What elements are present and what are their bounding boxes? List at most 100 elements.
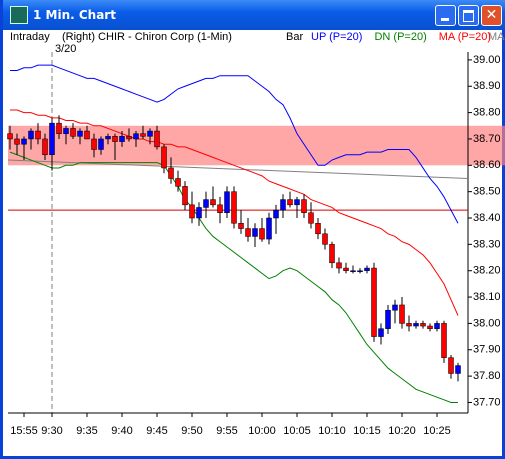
candle-body [427, 325, 433, 329]
candle-body [329, 244, 335, 264]
candle-body [252, 228, 258, 237]
candle-body [371, 267, 377, 337]
candle-body [280, 199, 286, 211]
x-tick-label: 9:50 [181, 425, 202, 437]
header-bar: Bar [286, 31, 303, 43]
candle-body [119, 136, 125, 142]
header-symbol: (Right) CHIR - Chiron Corp (1-Min) [62, 31, 232, 43]
candle-body [70, 128, 76, 137]
candle-body [322, 233, 328, 245]
candle-body [154, 130, 160, 148]
x-tick-label: 9:45 [146, 425, 167, 437]
candle-body [217, 204, 223, 213]
candle-body [35, 130, 41, 140]
candle-body [161, 146, 167, 169]
candle-body [49, 122, 55, 156]
candle-body [21, 138, 27, 145]
candle-body [105, 136, 111, 140]
candle-body [266, 217, 272, 240]
candle-body [224, 191, 230, 213]
x-tick-label: 10:15 [353, 425, 381, 437]
candle-body [189, 204, 195, 219]
candle-body [245, 228, 251, 237]
candle-body [91, 138, 97, 150]
y-tick-label: 37.80 [473, 370, 501, 382]
candle-body [364, 267, 370, 271]
indicator-line [10, 64, 459, 224]
price-zone [8, 125, 505, 166]
y-tick-label: 38.40 [473, 212, 501, 224]
window-title: 1 Min. Chart [33, 8, 116, 22]
y-tick-label: 38.60 [473, 159, 501, 171]
header-mode: Intraday [10, 31, 50, 43]
candle-body [273, 209, 279, 219]
candle-body [98, 138, 104, 150]
candle-body [455, 365, 461, 374]
candle-body [378, 328, 384, 337]
candle-body [210, 199, 216, 206]
candle-body [399, 304, 405, 324]
x-tick-label: 10:10 [318, 425, 346, 437]
close-button[interactable]: ✕ [481, 5, 502, 26]
candle-body [140, 133, 146, 137]
candle-body [392, 304, 398, 311]
candle-body [301, 199, 307, 213]
legend-entry: DN (P=20) [374, 31, 426, 43]
candle-body [42, 138, 48, 156]
y-tick-label: 38.30 [473, 238, 501, 250]
title-bar: 1 Min. Chart ✕ [3, 0, 505, 30]
candle-body [259, 228, 265, 240]
candle-body [441, 323, 447, 358]
candle-body [7, 133, 13, 140]
date-label: 3/20 [55, 43, 76, 55]
maximize-button[interactable] [458, 5, 479, 26]
candle-body [406, 323, 412, 327]
indicator-line [10, 109, 459, 316]
x-tick-label: 10:20 [388, 425, 416, 437]
candle-body [434, 323, 440, 329]
candle-body [287, 199, 293, 206]
candle-body [238, 223, 244, 229]
y-tick-label: 38.10 [473, 291, 501, 303]
y-tick-label: 38.20 [473, 265, 501, 277]
indicator-line [9, 151, 458, 403]
candle-body [336, 262, 342, 269]
y-tick-label: 37.90 [473, 344, 501, 356]
y-tick-label: 38.80 [473, 107, 501, 119]
candle-body [168, 167, 174, 179]
candle-body [77, 130, 83, 137]
x-tick-label: 15:55 [10, 425, 38, 437]
candle-body [182, 186, 188, 206]
y-tick-label: 38.70 [473, 133, 501, 145]
candle-body [28, 130, 34, 140]
minimize-button[interactable] [435, 5, 456, 26]
x-tick-label: 10:25 [423, 425, 451, 437]
candle-body [343, 267, 349, 271]
y-tick-label: 38.90 [473, 80, 501, 92]
x-tick-label: 10:05 [283, 425, 311, 437]
candle-body [357, 270, 363, 272]
candle-body [231, 191, 237, 224]
app-icon [10, 6, 28, 24]
candle-body [448, 357, 454, 374]
x-tick-label: 9:30 [41, 425, 62, 437]
candle-body [175, 178, 181, 187]
candle-body [203, 199, 209, 208]
candle-body [413, 323, 419, 327]
x-tick-label: 9:40 [111, 425, 132, 437]
candle-body [420, 323, 426, 327]
candle-body [84, 130, 90, 140]
candle-body [63, 128, 69, 134]
candle-body [112, 136, 118, 142]
candle-body [56, 122, 62, 134]
y-tick-label: 39.00 [473, 54, 501, 66]
x-tick-label: 10:00 [248, 425, 276, 437]
candle-body [126, 136, 132, 140]
candle-body [294, 199, 300, 206]
candle-body [14, 138, 20, 145]
candle-body [385, 309, 391, 329]
y-tick-label: 38.00 [473, 317, 501, 329]
candle-body [147, 130, 153, 137]
